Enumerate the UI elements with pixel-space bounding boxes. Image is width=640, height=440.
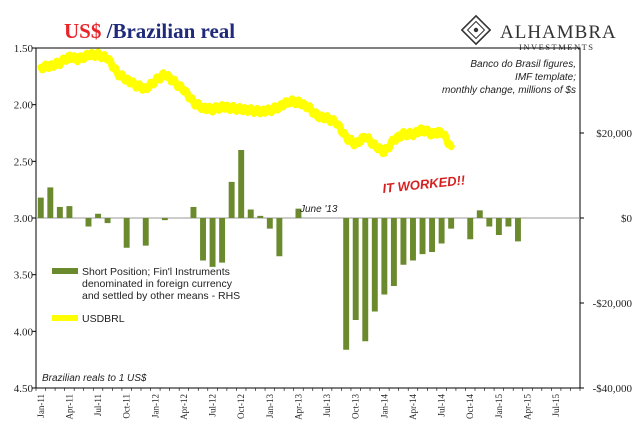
- legend-line-label: USDBRL: [82, 313, 125, 325]
- bar: [448, 218, 455, 229]
- bar: [429, 218, 436, 252]
- bar: [362, 218, 369, 342]
- bar: [266, 218, 273, 229]
- x-tick-label: Jan-11: [36, 394, 46, 418]
- bar: [190, 206, 197, 218]
- bar: [295, 208, 302, 218]
- x-tick-label: Apr-11: [64, 394, 74, 419]
- left-tick-label: 1.50: [14, 43, 34, 55]
- x-tick-label: Jul-15: [551, 394, 561, 417]
- x-tick-label: Jul-13: [322, 394, 332, 417]
- bar: [219, 218, 226, 263]
- bar: [200, 218, 206, 261]
- x-tick-label: Jul-12: [208, 394, 218, 417]
- bar: [495, 218, 502, 235]
- x-tick-label: Apr-15: [523, 394, 533, 420]
- left-tick-label: 2.00: [14, 100, 34, 112]
- x-tick-label: Oct-14: [465, 394, 475, 419]
- chart-title: US$ /Brazilian real: [64, 19, 235, 43]
- bar: [209, 218, 216, 267]
- left-tick-label: 2.50: [14, 156, 34, 168]
- legend: Short Position; Fin'l Instruments denomi…: [52, 266, 240, 325]
- logo-name: ALHAMBRA: [500, 22, 617, 43]
- x-axis: Jan-11 Apr-11 Jul-11 Oct-11 Jan-12 Apr-12 Jul-…: [35, 388, 581, 420]
- bar: [47, 187, 54, 218]
- bar: [343, 218, 350, 350]
- logo-mark-dot-icon: [473, 27, 479, 33]
- bar: [37, 197, 44, 218]
- bar: [66, 206, 73, 218]
- bar: [515, 218, 521, 242]
- bar: [228, 181, 235, 218]
- left-tick-label: 4.00: [14, 326, 34, 338]
- logo-tagline: INVESTMENTS: [519, 42, 595, 52]
- x-tick-label: Jul-11: [93, 394, 103, 416]
- bar: [352, 218, 359, 320]
- bar: [56, 206, 63, 218]
- logo-mark-icon: [460, 14, 492, 46]
- bar: [276, 218, 283, 257]
- x-tick-label: Jan-13: [265, 394, 275, 418]
- bar-series: [37, 150, 521, 350]
- bar: [85, 218, 92, 227]
- logo-mark-inner-icon: [466, 20, 486, 40]
- bar: [381, 218, 388, 295]
- left-axis: 1.50 2.00 2.50 3.00 3.50 4.00 4.50: [14, 43, 36, 395]
- bar: [371, 218, 378, 312]
- source-note-line2: IMF template;: [515, 72, 576, 83]
- left-axis-note: Brazilian reals to 1 US$: [42, 373, 147, 384]
- bar: [104, 218, 111, 224]
- right-tick-label: -$40,000: [593, 383, 633, 395]
- bar: [486, 218, 493, 227]
- bar: [247, 209, 254, 218]
- legend-bars-line3: and settled by other means - RHS: [82, 290, 240, 302]
- bar: [142, 218, 149, 246]
- title-pair: /Brazilian real: [101, 19, 235, 43]
- legend-bars-line2: denominated in foreign currency: [82, 278, 233, 290]
- left-tick-label: 3.50: [14, 270, 34, 282]
- right-tick-label: -$20,000: [593, 298, 633, 310]
- bar: [390, 218, 397, 286]
- alhambra-logo: ALHAMBRA INVESTMENTS: [460, 14, 617, 52]
- x-tick-label: Jul-14: [437, 394, 447, 417]
- legend-bars-swatch: [52, 268, 78, 274]
- source-note-line3: monthly change, millions of $s: [442, 85, 576, 96]
- bar: [476, 210, 483, 218]
- x-tick-label: Oct-11: [122, 394, 132, 419]
- bar: [410, 218, 416, 261]
- left-tick-label: 4.50: [14, 383, 34, 395]
- june13-annotation: June '13: [299, 204, 338, 215]
- source-note-line1: Banco do Brasil figures,: [470, 59, 576, 70]
- left-tick-label: 3.00: [14, 213, 34, 225]
- x-tick-label: Apr-13: [293, 394, 303, 420]
- x-tick-label: Oct-12: [236, 394, 246, 419]
- line-series: [37, 48, 455, 158]
- bar: [238, 150, 245, 218]
- x-tick-label: Jan-14: [379, 394, 389, 418]
- title-currency: US$: [64, 19, 101, 43]
- x-tick-label: Apr-14: [408, 394, 418, 420]
- legend-bars-line1: Short Position; Fin'l Instruments: [82, 266, 230, 278]
- bar: [95, 213, 101, 218]
- bar: [467, 218, 474, 240]
- x-tick-label: Jan-12: [150, 394, 160, 418]
- x-tick-label: Oct-13: [351, 394, 361, 419]
- bar: [505, 218, 512, 227]
- bar: [161, 218, 168, 221]
- right-tick-label: $20,000: [596, 128, 632, 140]
- bar: [400, 218, 407, 265]
- usdbrl-line: [37, 48, 455, 158]
- right-tick-label: $0: [621, 213, 633, 225]
- bar: [438, 218, 445, 244]
- x-tick-label: Jan-15: [494, 394, 504, 418]
- x-tick-label: Apr-12: [179, 394, 189, 420]
- bar: [123, 218, 130, 248]
- right-axis: $20,000 $0 -$20,000 -$40,000: [580, 128, 633, 395]
- bar: [419, 218, 426, 255]
- it-worked-annotation: IT WORKED!!: [382, 172, 467, 196]
- bar: [257, 215, 264, 218]
